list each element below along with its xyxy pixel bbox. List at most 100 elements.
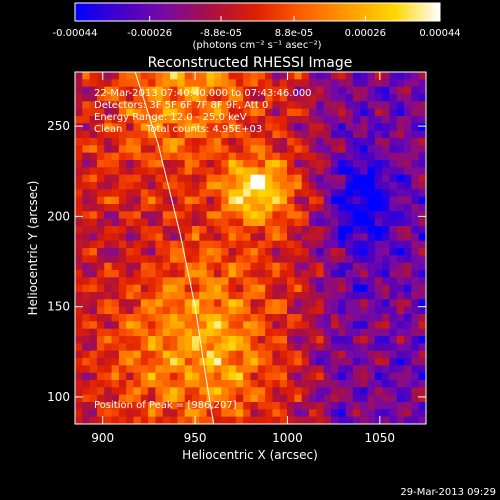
heatmap-cell bbox=[89, 328, 98, 337]
heatmap-cell bbox=[265, 182, 273, 190]
heatmap-cell bbox=[96, 130, 105, 139]
heatmap-cell bbox=[199, 270, 208, 278]
heatmap-cell bbox=[235, 270, 244, 278]
heatmap-cell bbox=[367, 248, 376, 256]
heatmap-cell bbox=[177, 306, 186, 315]
heatmap-cell bbox=[352, 196, 361, 205]
heatmap-cell bbox=[170, 372, 178, 381]
heatmap-cell bbox=[235, 336, 244, 344]
heatmap-cell bbox=[148, 372, 156, 381]
heatmap-cell bbox=[177, 358, 186, 366]
heatmap-cell bbox=[89, 130, 98, 139]
heatmap-cell bbox=[367, 402, 376, 410]
heatmap-cell bbox=[162, 248, 171, 256]
heatmap-cell bbox=[250, 328, 259, 337]
heatmap-cell bbox=[170, 380, 178, 388]
heatmap-cell bbox=[199, 306, 208, 315]
heatmap-cell bbox=[352, 101, 361, 110]
heatmap-cell bbox=[126, 196, 134, 205]
heatmap-cell bbox=[184, 123, 193, 132]
heatmap-cell bbox=[228, 328, 237, 337]
heatmap-cell bbox=[250, 116, 259, 124]
heatmap-cell bbox=[104, 211, 112, 220]
heatmap-cell bbox=[235, 226, 244, 234]
heatmap-cell bbox=[279, 218, 288, 227]
heatmap-cell bbox=[396, 270, 405, 278]
heatmap-cell bbox=[418, 336, 426, 344]
heatmap-cell bbox=[301, 72, 310, 80]
heatmap-cell bbox=[309, 321, 317, 330]
heatmap-cell bbox=[235, 130, 244, 139]
heatmap-cell bbox=[418, 189, 426, 198]
heatmap-cell bbox=[272, 145, 281, 154]
heatmap-cell bbox=[170, 358, 178, 366]
heatmap-cell bbox=[140, 233, 149, 242]
heatmap-cell bbox=[352, 314, 361, 322]
heatmap-cell bbox=[316, 145, 325, 154]
heatmap-cell bbox=[82, 218, 91, 227]
heatmap-cell bbox=[82, 233, 91, 242]
heatmap-cell bbox=[411, 240, 420, 249]
heatmap-cell bbox=[265, 306, 273, 315]
heatmap-cell bbox=[316, 167, 325, 176]
heatmap-cell bbox=[89, 299, 98, 308]
heatmap-cell bbox=[265, 174, 273, 183]
heatmap-cell bbox=[96, 321, 105, 330]
colorbar-tick-label: 8.8e-05 bbox=[275, 28, 313, 39]
heatmap-cell bbox=[389, 284, 398, 293]
heatmap-cell bbox=[360, 365, 368, 374]
heatmap-cell bbox=[192, 196, 200, 205]
heatmap-cell bbox=[133, 350, 142, 359]
heatmap-cell bbox=[389, 299, 398, 308]
heatmap-cell bbox=[243, 350, 251, 359]
heatmap-cell bbox=[272, 248, 281, 256]
heatmap-cell bbox=[272, 299, 281, 308]
heatmap-cell bbox=[345, 394, 354, 403]
heatmap-cell bbox=[396, 145, 405, 154]
heatmap-cell bbox=[177, 72, 186, 80]
heatmap-cell bbox=[396, 343, 405, 352]
heatmap-cell bbox=[404, 116, 412, 124]
heatmap-cell bbox=[126, 292, 134, 300]
heatmap-cell bbox=[133, 328, 142, 337]
heatmap-cell bbox=[389, 211, 398, 220]
heatmap-cell bbox=[82, 402, 91, 410]
heatmap-cell bbox=[82, 299, 91, 308]
heatmap-cell bbox=[279, 350, 288, 359]
heatmap-cell bbox=[162, 262, 171, 271]
heatmap-cell bbox=[89, 284, 98, 293]
heatmap-cell bbox=[235, 321, 244, 330]
heatmap-cell bbox=[111, 226, 120, 234]
heatmap-cell bbox=[75, 306, 83, 315]
heatmap-cell bbox=[111, 123, 120, 132]
heatmap-cell bbox=[111, 343, 120, 352]
heatmap-cell bbox=[104, 336, 112, 344]
heatmap-cell bbox=[206, 108, 215, 117]
heatmap-cell bbox=[345, 204, 354, 212]
heatmap-cell bbox=[192, 292, 200, 300]
heatmap-cell bbox=[104, 174, 112, 183]
heatmap-cell bbox=[192, 174, 200, 183]
heatmap-cell bbox=[243, 79, 251, 88]
heatmap-cell bbox=[148, 292, 156, 300]
heatmap-cell bbox=[345, 233, 354, 242]
heatmap-cell bbox=[265, 72, 273, 80]
heatmap-cell bbox=[287, 277, 295, 286]
heatmap-cell bbox=[330, 350, 339, 359]
heatmap-cell bbox=[184, 226, 193, 234]
heatmap-cell bbox=[382, 167, 390, 176]
heatmap-cell bbox=[265, 380, 273, 388]
heatmap-cell bbox=[206, 321, 215, 330]
heatmap-cell bbox=[323, 196, 332, 205]
colorbar-ticks: -0.00044 -0.00026 -8.8e-05 8.8e-05 0.00026 0.… bbox=[53, 16, 461, 39]
heatmap-cell bbox=[257, 387, 266, 396]
heatmap-cell bbox=[75, 343, 83, 352]
heatmap-cell bbox=[323, 365, 332, 374]
heatmap-cell bbox=[82, 416, 91, 424]
heatmap-cell bbox=[279, 204, 288, 212]
heatmap-cell bbox=[148, 284, 156, 293]
heatmap-cell bbox=[418, 145, 426, 154]
heatmap-cell bbox=[404, 123, 412, 132]
heatmap-cell bbox=[243, 416, 251, 424]
heatmap-cell bbox=[265, 328, 273, 337]
